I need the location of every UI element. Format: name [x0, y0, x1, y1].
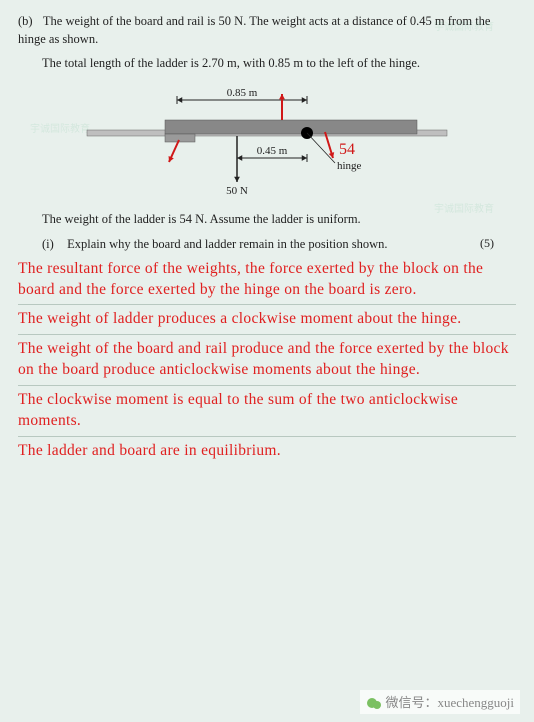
rule-line	[18, 436, 516, 437]
wechat-id: xuechengguoji	[437, 695, 514, 710]
rule-line	[18, 334, 516, 335]
q-text-1: The weight of the board and rail is 50 N…	[18, 14, 490, 46]
marks: (5)	[480, 235, 494, 252]
watermark: 宇诚国际教育	[434, 18, 494, 33]
svg-text:hinge: hinge	[337, 160, 362, 172]
sub-label: (i)	[42, 235, 64, 253]
svg-text:0.85 m: 0.85 m	[227, 87, 258, 99]
question-b-i: (i) Explain why the board and ladder rem…	[18, 235, 516, 253]
hw-p1: The resultant force of the weights, the …	[18, 259, 516, 301]
svg-text:0.45 m: 0.45 m	[257, 145, 288, 157]
answer-area: The resultant force of the weights, the …	[18, 259, 516, 462]
hw-p4: The clockwise moment is equal to the sum…	[18, 390, 516, 432]
hw-p2: The weight of ladder produces a clockwis…	[18, 309, 516, 330]
hw-p3: The weight of the board and rail produce…	[18, 339, 516, 381]
ladder-diagram: hinge 0.85 m 0.45 m 50 N 54	[77, 82, 457, 202]
rule-line	[18, 385, 516, 386]
svg-text:54: 54	[339, 141, 355, 158]
wechat-icon	[366, 696, 382, 712]
hw-p5: The ladder and board are in equilibrium.	[18, 441, 516, 462]
part-label: (b)	[18, 12, 40, 30]
question-b-line2: The total length of the ladder is 2.70 m…	[18, 54, 516, 72]
wechat-label: 微信号：	[385, 695, 437, 710]
rule-line	[18, 304, 516, 305]
svg-text:50 N: 50 N	[226, 185, 248, 197]
wechat-footer: 微信号：xuechengguoji	[360, 690, 520, 714]
sub-text: Explain why the board and ladder remain …	[67, 237, 387, 251]
